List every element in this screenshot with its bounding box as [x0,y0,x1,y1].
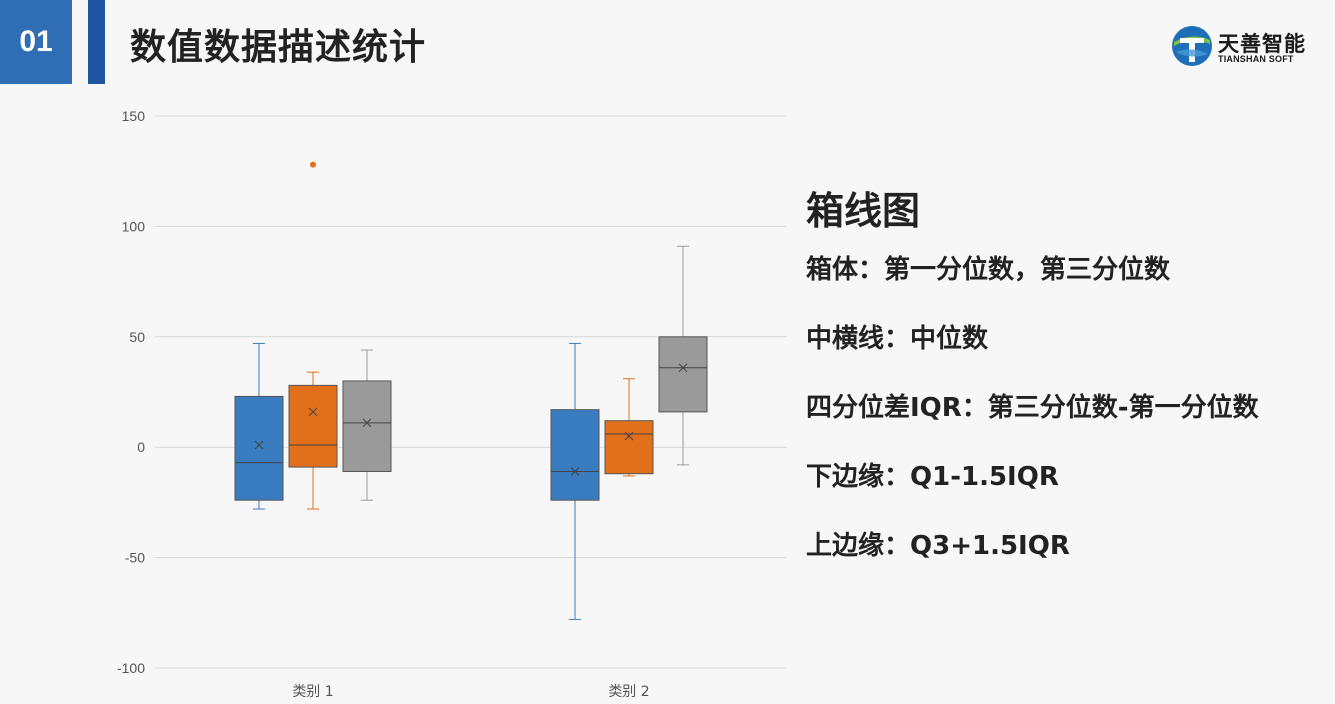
box-body [289,385,337,467]
outlier-point [310,162,316,168]
slide-number: 01 [0,0,72,84]
definition-median-line: 中横线：中位数 [806,322,1326,391]
y-tick-label: 100 [122,218,146,234]
definition-upper-whisker: 上边缘：Q3+1.5IQR [806,529,1326,598]
y-tick-label: 150 [122,108,146,124]
x-category-label: 类别 2 [608,684,649,700]
box-plot-item [659,246,707,465]
y-tick-label: 0 [137,439,145,455]
y-tick-label: -50 [125,550,145,566]
logo-globe-icon [1170,24,1214,68]
definition-box-body: 箱体：第一分位数，第三分位数 [806,253,1326,322]
y-axis: 150 100 50 0 -50 -100 [117,108,145,676]
slide-header: 01 数值数据描述统计 天善智能 TIANSHAN SOFT [0,0,1335,84]
panel-title: 箱线图 [806,180,1326,235]
x-axis: 类别 1 类别 2 [292,684,649,700]
x-category-label: 类别 1 [292,684,333,700]
box-body [605,421,653,474]
box-plot-item [343,350,391,500]
box-plot-item [289,162,337,509]
y-tick-label: -100 [117,660,145,676]
definition-iqr: 四分位差IQR：第三分位数-第一分位数 [806,391,1326,460]
title-accent-bar [88,0,105,84]
box-body [235,396,283,500]
box-body [343,381,391,472]
chart-boxes [235,162,707,620]
box-plot-item [551,343,599,619]
box-body [659,337,707,412]
company-logo: 天善智能 TIANSHAN SOFT [1170,24,1330,70]
box-plot-chart: 150 100 50 0 -50 -100 类别 1 类别 2 [100,100,800,700]
legend-panel: 箱线图 箱体：第一分位数，第三分位数 中横线：中位数 四分位差IQR：第三分位数… [806,180,1326,598]
definition-lower-whisker: 下边缘：Q1-1.5IQR [806,460,1326,529]
y-tick-label: 50 [129,329,145,345]
page-title: 数值数据描述统计 [130,18,426,70]
box-plot-item [605,379,653,476]
box-body [551,410,599,501]
box-plot-item [235,343,283,509]
logo-text-english: TIANSHAN SOFT [1218,54,1294,64]
